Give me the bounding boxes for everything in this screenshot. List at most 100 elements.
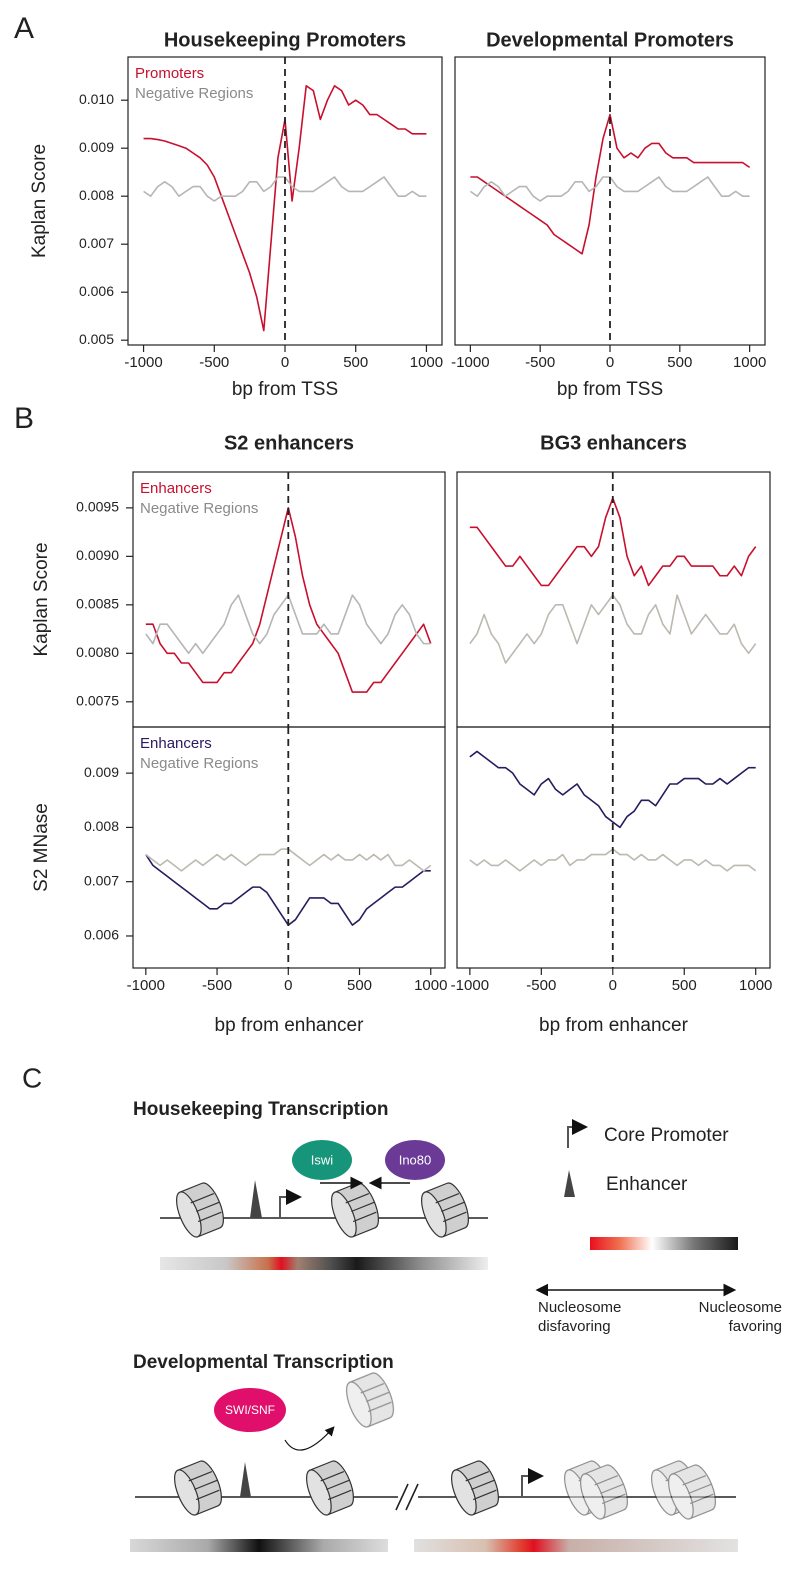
x-tick-label: -500 xyxy=(526,977,556,994)
y-axis-label: Kaplan Score xyxy=(29,144,50,258)
legend-entry: Enhancers xyxy=(140,735,212,752)
y-tick-label: 0.009 xyxy=(79,139,114,155)
chart-title: Developmental Promoters xyxy=(486,29,734,51)
y-tick-label: 0.0095 xyxy=(76,499,119,515)
x-tick-label: -500 xyxy=(199,354,229,371)
promoter-arrow xyxy=(279,1189,302,1218)
x-tick-label: 500 xyxy=(347,977,372,994)
data-line xyxy=(470,113,751,255)
legend-label: Nucleosome xyxy=(699,1299,782,1316)
y-tick-label: 0.0080 xyxy=(76,644,119,660)
y-tick-label: 0.008 xyxy=(84,818,119,834)
chart-title: Housekeeping Promoters xyxy=(164,29,406,51)
arrow xyxy=(284,1426,335,1451)
nucleosome xyxy=(415,1179,475,1241)
x-tick-label: 500 xyxy=(672,977,697,994)
y-tick-label: 0.006 xyxy=(84,927,119,943)
y-tick-label: 0.0075 xyxy=(76,692,119,708)
legend-label: Core Promoter xyxy=(604,1125,729,1146)
diagram-title: Developmental Transcription xyxy=(133,1352,394,1373)
x-tick-label: 1000 xyxy=(739,977,772,994)
chart: Housekeeping Promoters bp from TSS Kaplan … xyxy=(29,29,443,400)
nucleosome xyxy=(325,1179,385,1241)
y-tick-label: 0.0085 xyxy=(76,596,119,612)
nucleosome xyxy=(168,1457,228,1519)
charts: Housekeeping Promoters bp from TSS Kaplan … xyxy=(29,29,772,1036)
nucleosome xyxy=(445,1457,505,1519)
x-tick-label: 0 xyxy=(281,354,289,371)
factor-label: Iswi xyxy=(311,1152,334,1167)
faded-nucleosomes xyxy=(340,1369,722,1523)
enhancer-peak xyxy=(250,1180,262,1218)
legend-entry: Negative Regions xyxy=(140,500,258,517)
x-tick-label: 500 xyxy=(343,354,368,371)
legend-label: favoring xyxy=(729,1318,782,1335)
panel-label: A xyxy=(14,12,34,45)
score-bar xyxy=(160,1257,488,1270)
x-tick-label: -1000 xyxy=(451,977,489,994)
diagram-title: Housekeeping Transcription xyxy=(133,1099,389,1120)
enhancer-peak xyxy=(240,1462,251,1497)
y-tick-label: 0.008 xyxy=(79,187,114,203)
panel-label: C xyxy=(22,1062,42,1093)
break xyxy=(395,1483,419,1511)
x-tick-label: -500 xyxy=(202,977,232,994)
legend-entry: Promoters xyxy=(135,65,204,82)
x-tick-label: 0 xyxy=(609,977,617,994)
x-tick-label: 1000 xyxy=(410,354,443,371)
x-tick-label: -500 xyxy=(525,354,555,371)
y-axis-label: S2 MNase xyxy=(31,803,52,892)
y-tick-label: 0.007 xyxy=(84,872,119,888)
x-tick-label: -1000 xyxy=(451,354,489,371)
legend-label: Enhancer xyxy=(606,1174,688,1195)
y-tick-label: 0.005 xyxy=(79,331,114,347)
x-axis-label: bp from TSS xyxy=(232,379,338,400)
y-tick-label: 0.0090 xyxy=(76,547,119,563)
enhancer-peak xyxy=(564,1170,575,1197)
x-axis-label: bp from TSS xyxy=(557,379,663,400)
x-axis-label: bp from enhancer xyxy=(539,1015,689,1036)
chart: bp from enhancer -1000 -500 0 500 1000 xyxy=(451,726,772,1036)
x-tick-label: 500 xyxy=(667,354,692,371)
x-tick-label: 0 xyxy=(606,354,614,371)
promoter-arrow xyxy=(521,1468,544,1497)
panel-label: B xyxy=(14,402,34,435)
legend-label: disfavoring xyxy=(538,1318,611,1335)
diagram-legend: Core Promoter Enhancer Nucleosome disfav… xyxy=(535,1119,782,1335)
legend-entry: Enhancers xyxy=(140,480,212,497)
y-tick-label: 0.006 xyxy=(79,283,114,299)
score-bar xyxy=(130,1539,388,1552)
legend-entry: Negative Regions xyxy=(135,85,253,102)
y-tick-label: 0.009 xyxy=(84,764,119,780)
y-tick-label: 0.010 xyxy=(79,91,114,107)
y-tick-label: 0.007 xyxy=(79,235,114,251)
chart: S2 enhancers Kaplan Score 0.0075 0.0080 0.00… xyxy=(31,432,446,728)
score-bar xyxy=(414,1539,738,1552)
y-axis-label: Kaplan Score xyxy=(31,542,52,656)
housekeeping-diagram: Housekeeping Transcription Iswi Ino80 xyxy=(133,1099,488,1270)
x-tick-label: -1000 xyxy=(127,977,165,994)
chart-title: BG3 enhancers xyxy=(540,432,687,454)
developmental-diagram: Developmental Transcription SWI/SNF xyxy=(130,1352,738,1552)
x-tick-label: 0 xyxy=(284,977,292,994)
legend-entry: Negative Regions xyxy=(140,755,258,772)
chart: bp from enhancer S2 MNase 0.006 0.007 0.008 0… xyxy=(31,726,447,1036)
chart: BG3 enhancers xyxy=(456,432,771,728)
data-line xyxy=(145,507,432,693)
chart: Developmental Promoters bp from TSS -1000 -… xyxy=(451,29,766,400)
promoter-arrow xyxy=(567,1119,588,1148)
x-tick-label: -1000 xyxy=(124,354,162,371)
nucleosome xyxy=(300,1457,360,1519)
ino80 xyxy=(385,1140,445,1180)
data-line xyxy=(469,750,756,829)
x-tick-label: 1000 xyxy=(414,977,447,994)
x-axis-label: bp from enhancer xyxy=(215,1015,365,1036)
factor-label: SWI/SNF xyxy=(225,1403,275,1417)
legend-label: Nucleosome xyxy=(538,1299,621,1316)
iswi xyxy=(292,1140,352,1180)
score-bar xyxy=(590,1237,738,1250)
nucleosome xyxy=(170,1179,230,1241)
swi-snf xyxy=(214,1388,286,1432)
